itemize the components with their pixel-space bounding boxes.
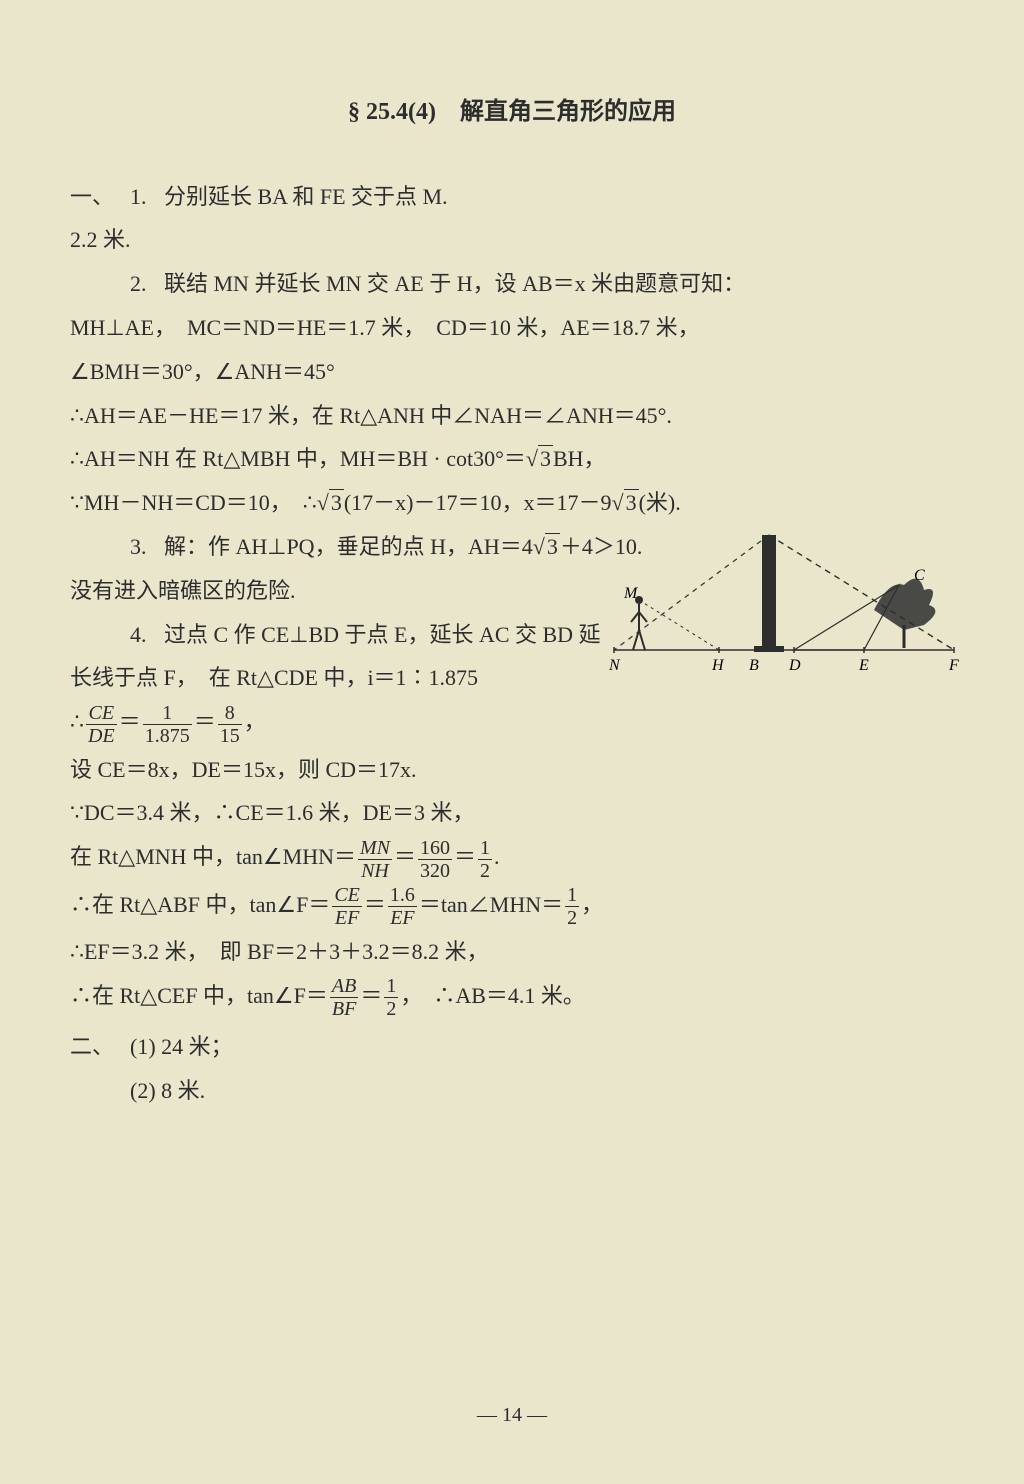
section-title: § 25.4(4) 解直角三角形的应用 [70,90,954,136]
q4-l7b: ＝tan∠MHN＝ [419,892,563,917]
q4-line4: 设 CE＝8x，DE＝15x，则 CD＝17x. [70,749,954,791]
q2-line4: ∴AH＝AE－HE＝17 米，在 Rt△ANH 中∠NAH＝∠ANH＝45°. [70,395,954,437]
q4-line9: ∴在 Rt△CEF 中，tan∠F＝ABBF＝12， ∴AB＝4.1 米。 [70,975,954,1020]
q4-l3a: ∴ [70,709,84,734]
q1-line1: 分别延长 BA 和 FE 交于点 M. [164,176,954,218]
q2-line5: ∴AH＝NH 在 Rt△MBH 中，MH＝BH · cot30°＝√3BH， [70,438,954,480]
section-1-label: 一、 [70,176,130,218]
s2-item1: (1) 24 米； [130,1026,954,1068]
q2-line3: ∠BMH＝30°，∠ANH＝45° [70,351,954,393]
frac-ef: EF [332,907,362,929]
q4-l3c: ＝ [194,709,216,734]
sqrt3-b: 3 [329,489,344,515]
section-2-label: 二、 [70,1026,130,1068]
q3-line2: 没有进入暗礁区的危险. [70,570,954,612]
frac-1c: 1 [478,837,492,860]
q2-line6: ∵MH－NH＝CD＝10， ∴√3(17－x)－17＝10，x＝17－9√3(米… [70,482,954,524]
q2-l6c: (米). [639,490,681,515]
frac-2c: 2 [384,998,398,1020]
page-number: — 14 — [0,1396,1024,1434]
frac-16: 1.6 [388,884,417,907]
q2-number: 2. [130,263,164,305]
q4-line8: ∴EF＝3.2 米， 即 BF＝2＋3＋3.2＝8.2 米， [70,931,954,973]
frac-15: 15 [218,725,242,747]
q4-number: 4. [130,614,164,656]
q1-number: 1. [130,176,164,218]
q3-l1b: ＋4＞10. [560,534,643,559]
frac-8: 8 [218,702,242,725]
frac-ce2: CE [332,884,362,907]
q4-l6b: . [494,844,500,869]
frac-2b: 2 [565,907,579,929]
frac-ab: AB [330,975,358,998]
q4-line3: ∴CEDE＝11.875＝815， [70,701,954,746]
q2-l6a: ∵MH－NH＝CD＝10， ∴ [70,490,317,515]
frac-mn: MN [358,837,392,860]
q4-line1: 过点 C 作 CE⊥BD 于点 E，延长 AC 交 BD 延 [164,614,954,656]
q2-line1: 联结 MN 并延长 MN 交 AE 于 H，设 AB＝x 米由题意可知： [164,263,954,305]
q4-l6a: 在 Rt△MNH 中，tan∠MHN＝ [70,844,356,869]
q2-l5b: BH， [553,446,606,471]
frac-320: 320 [418,860,452,882]
q4-l7c: ， [581,892,603,917]
sqrt3-c: 3 [624,489,639,515]
frac-de: DE [86,725,117,747]
q4-l9b: ， ∴AB＝4.1 米。 [400,983,585,1008]
frac-1e: 1 [384,975,398,998]
q4-line6: 在 Rt△MNH 中，tan∠MHN＝MNNH＝160320＝12. [70,836,954,881]
s2-item2: (2) 8 米. [130,1070,954,1112]
frac-ef2: EF [388,907,417,929]
sqrt3-d: 3 [545,533,560,559]
frac-1a: 1 [143,702,192,725]
q3-line1: 解：作 AH⊥PQ，垂足的点 H，AH＝4√3＋4＞10. [164,526,954,568]
q4-l3d: ， [244,709,266,734]
q4-line2: 长线于点 F， 在 Rt△CDE 中，i＝1∶1.875 [70,657,954,699]
q2-l5a: ∴AH＝NH 在 Rt△MBH 中，MH＝BH · cot30°＝ [70,446,526,471]
q4-line5: ∵DC＝3.4 米，∴CE＝1.6 米，DE＝3 米， [70,792,954,834]
frac-2a: 2 [478,860,492,882]
frac-1875: 1.875 [143,725,192,747]
q2-l6b: (17－x)－17＝10，x＝17－9 [344,490,612,515]
q4-l3b: ＝ [119,709,141,734]
frac-ce: CE [86,702,117,725]
q2-line2: MH⊥AE， MC＝ND＝HE＝1.7 米， CD＝10 米，AE＝18.7 米… [70,307,954,349]
q3-number: 3. [130,526,164,568]
q4-line7: ∴在 Rt△ABF 中，tan∠F＝CEEF＝1.6EF＝tan∠MHN＝12， [70,884,954,929]
frac-nh: NH [358,860,392,882]
sqrt3-a: 3 [538,445,553,471]
q4-l7a: ∴在 Rt△ABF 中，tan∠F＝ [70,892,330,917]
q3-l1a: 解：作 AH⊥PQ，垂足的点 H，AH＝4 [164,534,533,559]
frac-1d: 1 [565,884,579,907]
frac-bf: BF [330,998,358,1020]
frac-160: 160 [418,837,452,860]
q4-l9a: ∴在 Rt△CEF 中，tan∠F＝ [70,983,328,1008]
q1-line2: 2.2 米. [70,219,954,261]
